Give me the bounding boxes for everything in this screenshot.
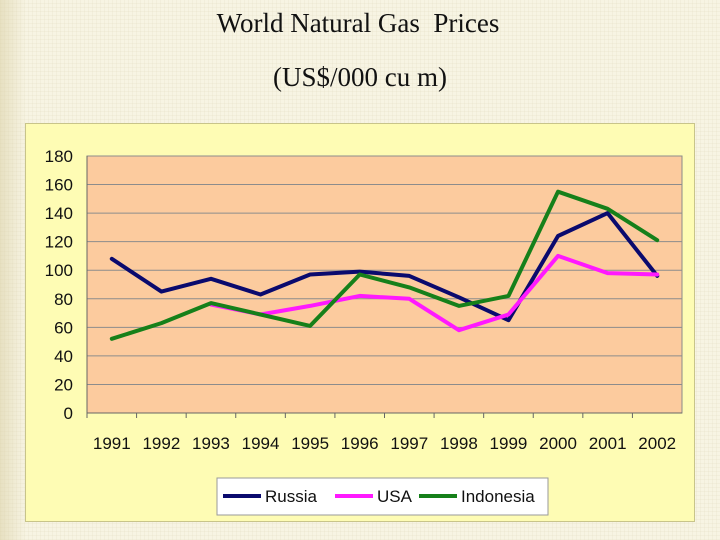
series-line-russia — [109, 211, 660, 323]
y-tick-label: 80 — [54, 290, 73, 309]
y-tick-label: 180 — [45, 147, 73, 166]
x-tick-label: 1992 — [142, 434, 180, 453]
plot-area — [86, 155, 683, 414]
y-tick-label: 0 — [64, 404, 73, 423]
series-line-usa — [209, 253, 660, 333]
legend: Russia USA Indonesia — [216, 477, 549, 516]
y-tick-label: 40 — [54, 347, 73, 366]
gridlines — [87, 155, 682, 385]
x-tick-label: 1997 — [390, 434, 428, 453]
x-tick-label: 1998 — [440, 434, 478, 453]
chart-panel: 0 20 40 60 80 100 120 140 160 180 1991 1992 1993 199… — [25, 123, 695, 522]
x-tick-label: 1996 — [341, 434, 379, 453]
x-tick-label: 1993 — [192, 434, 230, 453]
x-tick-label: 1999 — [490, 434, 528, 453]
y-tick-label: 100 — [45, 261, 73, 280]
x-tick-label: 2000 — [539, 434, 577, 453]
y-axis-tick-labels: 0 20 40 60 80 100 120 140 160 180 — [45, 147, 73, 423]
legend-label-indonesia: Indonesia — [461, 487, 535, 506]
legend-box — [216, 477, 549, 516]
x-axis-tick-labels: 1991 1992 1993 1994 1995 1996 1997 1998 1999 2000… — [93, 434, 676, 453]
chart-title-line-1: World Natural Gas Prices — [216, 8, 500, 38]
x-tick-label: 2001 — [589, 434, 627, 453]
x-tick-label: 1994 — [242, 434, 280, 453]
x-tick-label: 1991 — [93, 434, 131, 453]
axes — [86, 156, 682, 418]
legend-label-usa: USA — [377, 487, 413, 506]
background-edge-shading — [0, 0, 26, 540]
y-tick-label: 140 — [45, 204, 73, 223]
series-lines — [109, 189, 660, 341]
y-tick-label: 20 — [54, 375, 73, 394]
legend-label-russia: Russia — [265, 487, 318, 506]
x-tick-label: 2002 — [638, 434, 676, 453]
y-tick-label: 160 — [45, 176, 73, 195]
chart-title-line-2: (US$/000 cu m) — [273, 62, 447, 92]
y-tick-label: 60 — [54, 318, 73, 337]
series-line-indonesia — [109, 189, 660, 341]
x-tick-label: 1995 — [291, 434, 329, 453]
y-tick-label: 120 — [45, 233, 73, 252]
